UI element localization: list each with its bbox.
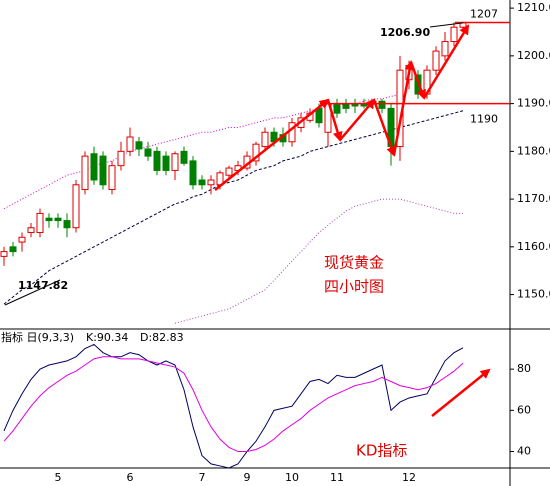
level-label: 1207 [470,7,498,20]
note: 现货黄金 [324,254,384,272]
candle-body [225,167,233,176]
y-tick-label: 60 [517,403,531,416]
arrow [431,368,491,417]
candle-body [207,179,215,186]
y-tick-label: 1170.0 [517,192,550,205]
candle-body [180,150,188,164]
y-tick-label: 40 [517,445,531,458]
x-tick-label: 9 [244,471,251,484]
candle-body [252,143,260,162]
y-tick-label: 1160.0 [517,240,550,253]
candle-body [432,50,440,71]
y-tick-label: 1190.0 [517,97,550,110]
arrow [409,61,426,100]
candle-body [81,155,89,191]
y-tick-label: 1150.0 [517,288,550,301]
price-pointer [429,22,464,28]
note: 四小时图 [324,278,384,296]
level-label: 1190 [470,113,498,126]
note: KD指标 [356,442,407,460]
overlay-line [3,110,464,305]
x-tick-label: 11 [330,471,344,484]
candle-body [450,26,458,43]
legend-entry: D:82.83 [140,331,184,344]
candle-body [189,160,197,186]
arrow [326,99,343,142]
kd-line [3,343,464,469]
candle-body [261,131,269,148]
y-tick-label: 1200.0 [517,49,550,62]
candle-body [72,184,80,229]
y-tick-label: 1180.0 [517,144,550,157]
candle-body [126,136,134,152]
candle-body [144,148,152,157]
price-label: 1206.90 [380,26,430,39]
candle-body [18,236,26,243]
candle-body [54,217,62,222]
x-tick-label: 6 [127,471,134,484]
candle-body [90,153,98,181]
arrow [372,99,396,157]
y-tick-label: 1210.0 [517,1,550,14]
legend-entry: K:90.34 [86,331,128,344]
y-tick-label: 80 [517,362,531,375]
candle-body [153,150,161,171]
trend-arrows [214,24,491,417]
candle-body [441,41,449,57]
candle-body [9,246,17,253]
kd-title: 指标 日(9,3,3) [1,330,74,344]
candle-body [171,153,179,171]
x-tick-label: 10 [285,471,299,484]
x-tick-label: 5 [55,471,62,484]
candle-body [315,107,323,124]
kd-line [3,356,464,453]
candle-body [63,220,71,229]
candle-body [45,217,53,222]
candle-body [162,155,170,171]
arrow [422,24,470,99]
candle-body [27,227,35,234]
candle-body [117,150,125,167]
price-label: 1147.82 [18,279,68,292]
candle-body [135,141,143,150]
x-tick-label: 7 [199,471,206,484]
candle-body [108,165,116,191]
candle-body [378,100,386,109]
candle-body [99,155,107,186]
candle-body [0,251,8,257]
arrow [339,98,376,141]
candle-body [36,212,44,234]
arrow [214,98,330,191]
x-tick-label: 12 [402,471,416,484]
overlay-line [3,93,401,210]
candle-body [198,179,206,186]
price-pointer [4,279,61,306]
candle-body [333,103,341,114]
arrow [392,60,415,156]
